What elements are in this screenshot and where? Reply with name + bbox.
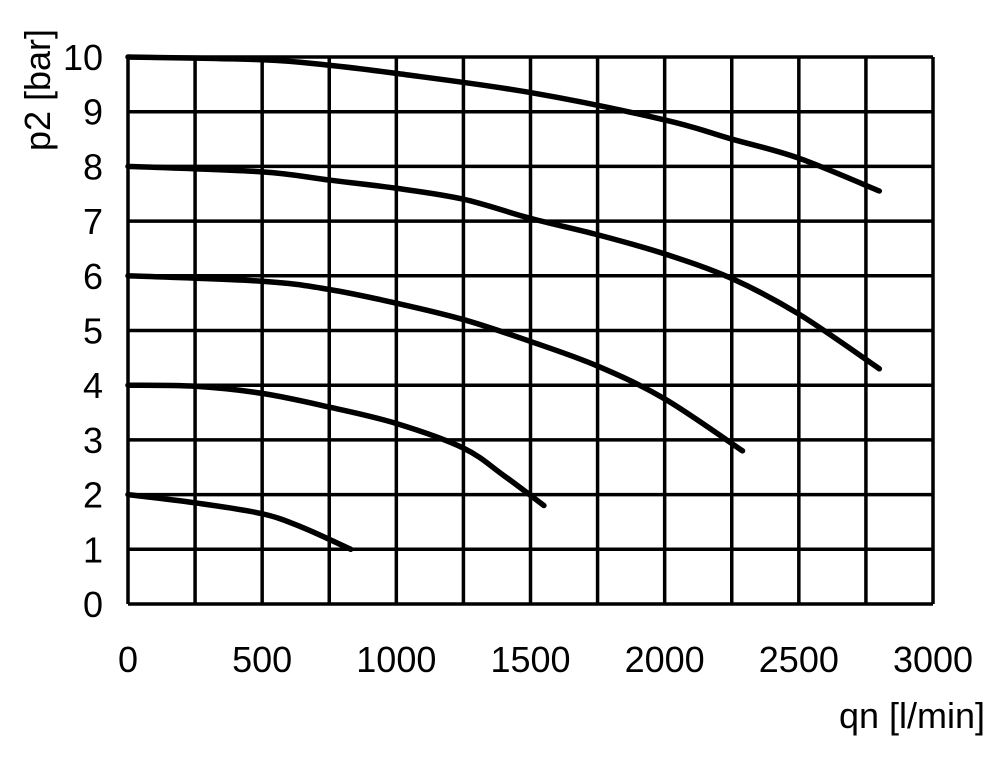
y-axis-ticks: 0 1 2 3 4 5 6 7 8 9 10 [63, 37, 103, 625]
x-tick-label: 3000 [893, 639, 973, 680]
x-tick-label: 0 [118, 639, 138, 680]
y-tick-label: 1 [83, 529, 103, 570]
y-tick-label: 0 [83, 584, 103, 625]
x-tick-label: 500 [232, 639, 292, 680]
grid [126, 55, 935, 606]
series-line-5 [125, 491, 354, 553]
y-tick-label: 6 [83, 256, 103, 297]
series-line-1 [125, 54, 883, 194]
series-curves [125, 54, 883, 553]
y-tick-label: 3 [83, 420, 103, 461]
series-line-3 [125, 273, 746, 454]
x-tick-label: 1000 [356, 639, 436, 680]
x-tick-label: 2500 [759, 639, 839, 680]
x-tick-label: 1500 [490, 639, 570, 680]
y-tick-label: 9 [83, 92, 103, 133]
y-tick-label: 2 [83, 475, 103, 516]
x-axis-label: qn [l/min] [839, 695, 985, 736]
x-axis-ticks: 0 500 1000 1500 2000 2500 3000 [118, 639, 973, 680]
y-axis-label: p2 [bar] [17, 29, 58, 151]
x-tick-label: 2000 [625, 639, 705, 680]
y-tick-label: 5 [83, 311, 103, 352]
y-tick-label: 10 [63, 37, 103, 78]
series-line-4 [125, 382, 547, 509]
y-tick-label: 7 [83, 201, 103, 242]
y-tick-label: 4 [83, 365, 103, 406]
y-tick-label: 8 [83, 146, 103, 187]
series-line-2 [125, 163, 883, 372]
